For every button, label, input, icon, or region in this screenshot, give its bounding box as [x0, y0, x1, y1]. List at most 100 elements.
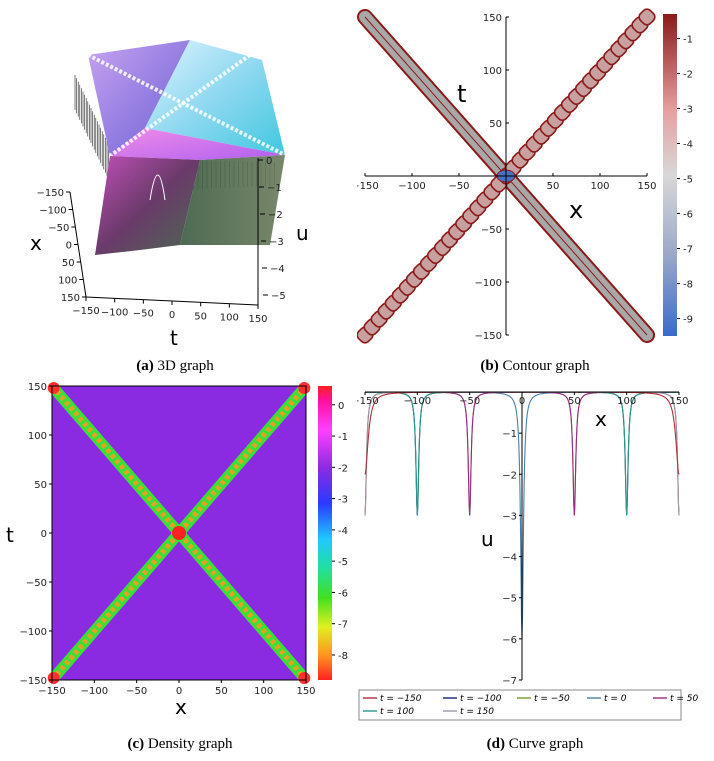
density-band-core: [50, 384, 308, 682]
y-tick-label: 100: [28, 431, 47, 442]
y-tick-label: −2: [502, 470, 517, 481]
surface-top-left: [88, 40, 190, 156]
density-corner: [47, 672, 60, 685]
surface-plot: −150 −100 −50 0 50 100 150−150−100−50050100150…: [30, 40, 309, 350]
legend-label: t = 150: [460, 707, 494, 717]
t-tick-label: 100: [58, 276, 77, 287]
x-tick-label: −100: [398, 181, 425, 192]
u-tick-label: −2: [268, 210, 283, 221]
colorbar-tick-label: -4: [338, 526, 348, 537]
y-tick-label: 150: [483, 13, 502, 24]
t-axis-label: t: [170, 326, 178, 350]
density-corner: [298, 381, 311, 394]
u-axis-label: u: [296, 221, 309, 245]
t-axis-label: t: [457, 80, 466, 108]
x-tick-label: 50: [194, 311, 207, 322]
x-tick-label: 150: [296, 686, 315, 697]
caption-c: (c) Density graph: [127, 736, 233, 752]
density-corner: [298, 672, 311, 685]
colorbar-tick-label: -6: [338, 588, 348, 599]
y-tick-label: −100: [20, 627, 47, 638]
y-tick-label: −5: [502, 594, 517, 605]
colorbar-tick-label: -2: [683, 70, 693, 81]
y-tick-label: −4: [502, 553, 517, 564]
y-tick-label: −7: [502, 676, 517, 687]
t-tick-label: −100: [39, 206, 66, 217]
y-tick-label: −3: [502, 511, 517, 522]
x-tick-label: 150: [248, 314, 267, 325]
colorbar-tick-label: -7: [338, 620, 348, 631]
legend-label: t = −50: [534, 694, 570, 704]
x-tick-label: −50: [448, 181, 469, 192]
density-corner: [47, 381, 60, 394]
colorbar-tick-label: -7: [683, 245, 693, 256]
legend-label: t = 50: [670, 694, 699, 704]
x-tick-label: 100: [617, 396, 636, 407]
curve-plot: −150 −100 −50 0 50 100 150 −1 −2 −3 −4 −5 −6 −7 x u t…: [357, 391, 699, 721]
x-tick-label: 0: [169, 310, 175, 321]
t-axis-label: t: [6, 523, 14, 547]
x-tick-label: −100: [101, 307, 128, 318]
caption-d: (d) Curve graph: [486, 736, 584, 752]
u-tick-label: −3: [269, 237, 284, 248]
surface-spike: [149, 174, 166, 201]
y-tick-label: 0: [41, 529, 47, 540]
colorbar-tick-label: -5: [338, 557, 348, 568]
y-tick-label: −150: [475, 331, 502, 342]
contour-bead: [638, 8, 656, 26]
colorbar: [318, 386, 332, 680]
x-axis-label: x: [30, 231, 42, 255]
x-tick-label: 50: [568, 396, 581, 407]
x-tick-label: −150: [357, 396, 379, 407]
x-tick-label: 0: [519, 396, 525, 407]
colorbar-tick-label: -9: [683, 315, 693, 326]
y-tick-label: 50: [489, 119, 502, 130]
legend: t = −150 t = −100 t = −50 t = 0 t = 50 t = 10…: [358, 689, 699, 721]
colorbar-tick-label: -3: [683, 105, 693, 116]
caption-a: (a) 3D graph: [136, 358, 214, 374]
y-tick-label: 50: [34, 480, 47, 491]
y-tick-label: −1: [502, 429, 517, 440]
x-tick-label: 50: [547, 181, 560, 192]
y-tick-label: −50: [26, 578, 47, 589]
contour-plot: −150 −100 −50 50 100 150 150 100 50 −50 −100 −150 t…: [357, 8, 693, 344]
x-tick-label: 100: [220, 313, 239, 324]
colorbar-tick-label: 0: [338, 401, 344, 412]
surface-front-wall-right: [180, 155, 285, 245]
x-tick-label: −150: [38, 686, 65, 697]
x-axis-label: x: [595, 407, 607, 431]
y-tick-label: −100: [475, 278, 502, 289]
density-plot: −150 −100 −50 0 50 100 150 150 100 50 0 −50 −100 −150…: [6, 381, 348, 719]
density-band-core: [50, 384, 308, 682]
caption-b: (b) Contour graph: [480, 358, 590, 374]
surface-front-wall: [95, 156, 200, 255]
x-axis-label: x: [569, 196, 583, 224]
surface-ridge: [108, 53, 252, 158]
colorbar-tick-label: -2: [338, 463, 348, 474]
t-tick-label: −50: [48, 223, 69, 234]
u-tick-label: −1: [267, 183, 282, 194]
u-tick-label: −5: [271, 291, 286, 302]
x-tick-label: 150: [637, 181, 656, 192]
t-tick-label: −150: [37, 188, 64, 199]
x-tick-label: 0: [176, 686, 182, 697]
t-tick-label: 50: [62, 258, 75, 269]
colorbar-tick-label: -8: [338, 651, 348, 662]
t-tick-label: 150: [61, 293, 80, 304]
colorbar-tick-label: -4: [683, 140, 693, 151]
y-tick-label: −50: [481, 225, 502, 236]
u-tick-label: 0: [266, 156, 272, 167]
u-tick-label: −4: [270, 264, 285, 275]
x-tick-label: −150: [72, 306, 99, 317]
x-tick-label: −150: [357, 181, 379, 192]
colorbar-tick-label: -3: [338, 495, 348, 506]
x-tick-label: −50: [126, 686, 147, 697]
legend-label: t = −150: [380, 694, 422, 704]
surface-ridge: [87, 53, 286, 157]
x-tick-label: 150: [669, 396, 688, 407]
x-tick-label: −100: [404, 396, 431, 407]
x-axis-label: x: [175, 695, 187, 719]
density-center: [172, 526, 186, 540]
y-tick-label: −6: [502, 635, 517, 646]
x-tick-label: 50: [215, 686, 228, 697]
